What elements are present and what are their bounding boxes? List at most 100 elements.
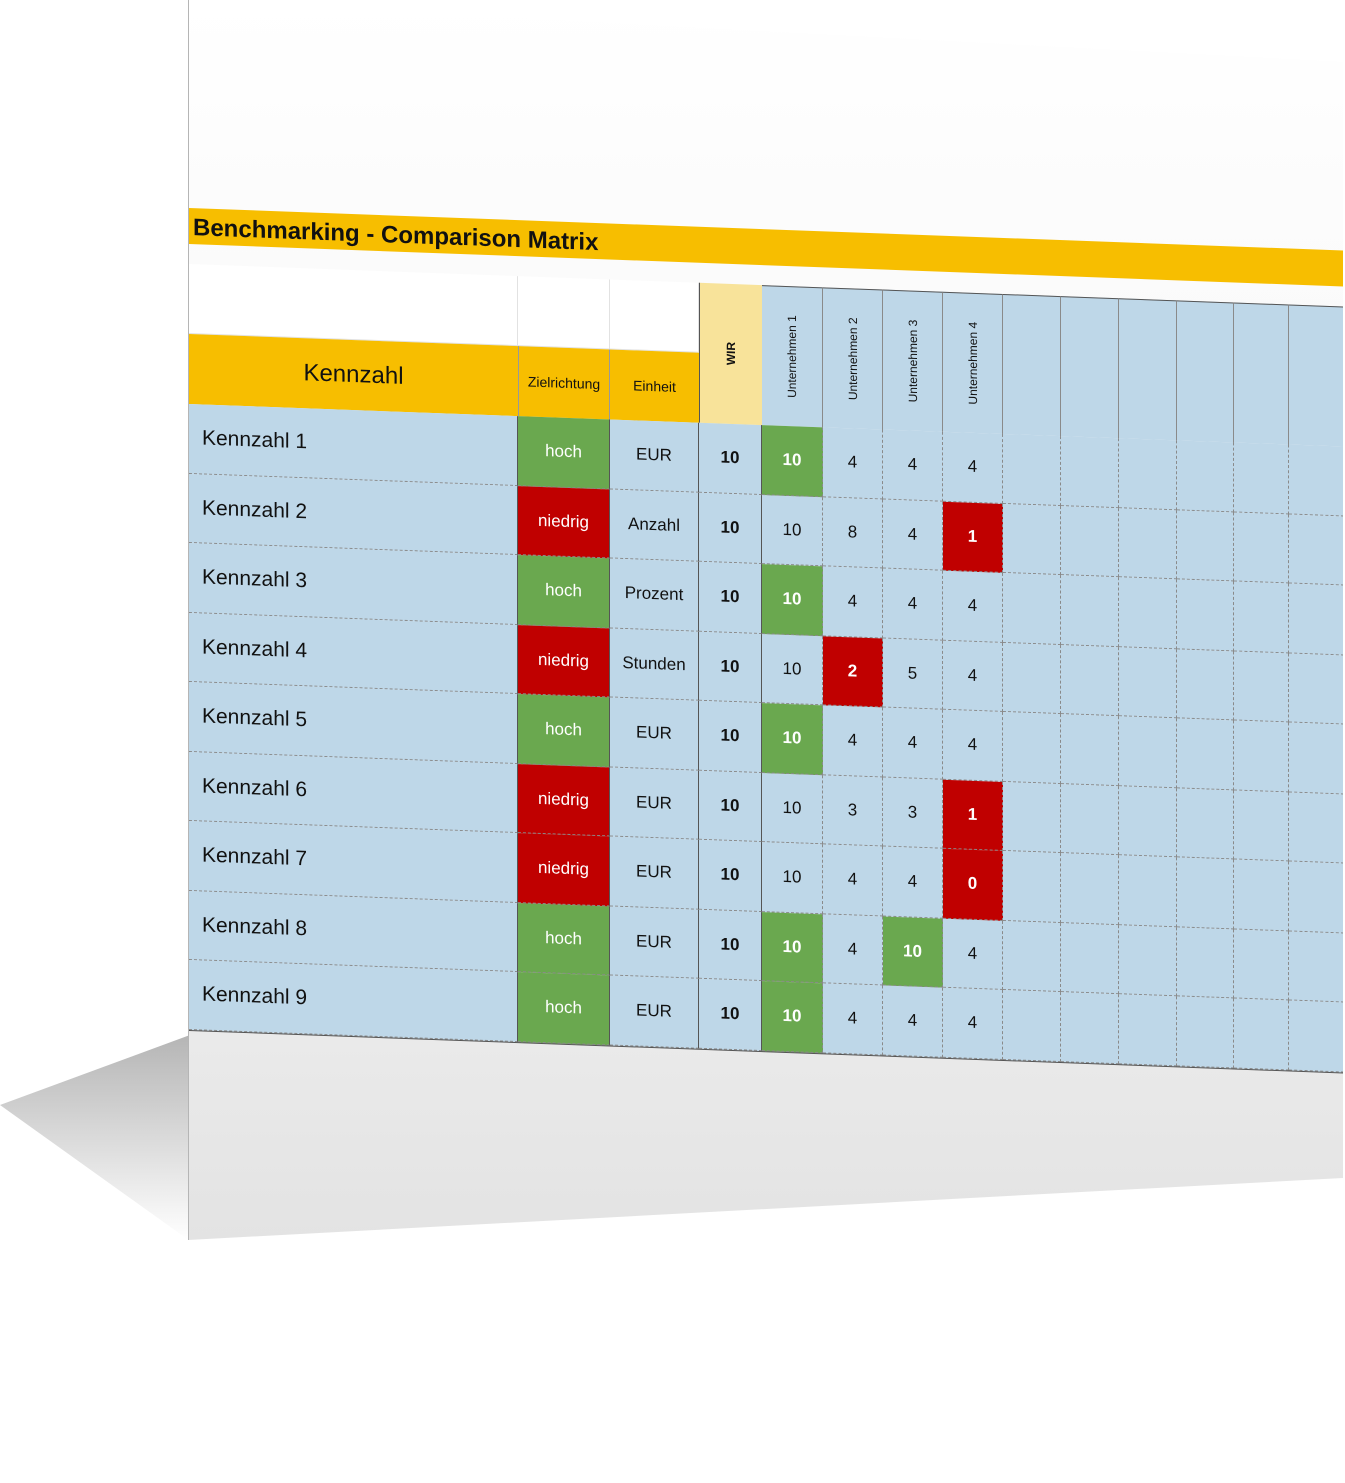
row-wir-value[interactable]: 10 bbox=[699, 422, 762, 495]
row-company-value[interactable]: 4 bbox=[823, 913, 883, 986]
row-empty-cell[interactable] bbox=[1061, 992, 1119, 1064]
row-kennzahl-name[interactable]: Kennzahl 8 bbox=[189, 890, 518, 973]
row-zielrichtung[interactable]: niedrig bbox=[518, 833, 610, 906]
row-kennzahl-name[interactable]: Kennzahl 7 bbox=[189, 821, 518, 903]
row-company-value[interactable]: 4 bbox=[883, 568, 943, 641]
row-wir-value[interactable]: 10 bbox=[699, 561, 762, 634]
row-empty-cell[interactable] bbox=[1003, 433, 1061, 506]
row-company-value[interactable]: 10 bbox=[762, 772, 823, 845]
row-empty-cell[interactable] bbox=[1289, 1000, 1343, 1073]
row-einheit[interactable]: EUR bbox=[610, 905, 699, 979]
row-company-value[interactable]: 1 bbox=[943, 501, 1003, 573]
row-empty-cell[interactable] bbox=[1003, 781, 1061, 854]
row-empty-cell[interactable] bbox=[1177, 718, 1234, 790]
row-empty-cell[interactable] bbox=[1119, 646, 1177, 719]
row-company-value[interactable]: 4 bbox=[823, 844, 883, 917]
row-empty-cell[interactable] bbox=[1119, 855, 1177, 927]
row-empty-cell[interactable] bbox=[1061, 714, 1119, 786]
row-company-value[interactable]: 10 bbox=[762, 425, 823, 497]
row-company-value[interactable]: 3 bbox=[883, 777, 943, 849]
row-company-value[interactable]: 1 bbox=[943, 779, 1003, 851]
row-company-value[interactable]: 10 bbox=[762, 633, 823, 706]
row-wir-value[interactable]: 10 bbox=[699, 700, 762, 773]
row-empty-cell[interactable] bbox=[1119, 716, 1177, 788]
row-empty-cell[interactable] bbox=[1289, 652, 1343, 725]
row-empty-cell[interactable] bbox=[1177, 579, 1234, 651]
row-empty-cell[interactable] bbox=[1003, 503, 1061, 576]
row-company-value[interactable]: 3 bbox=[823, 774, 883, 847]
row-kennzahl-name[interactable]: Kennzahl 2 bbox=[189, 473, 518, 556]
row-einheit[interactable]: EUR bbox=[610, 419, 699, 493]
row-company-value[interactable]: 5 bbox=[883, 638, 943, 710]
row-zielrichtung[interactable]: niedrig bbox=[518, 763, 610, 837]
row-empty-cell[interactable] bbox=[1289, 930, 1343, 1003]
row-empty-cell[interactable] bbox=[1177, 857, 1234, 929]
row-zielrichtung[interactable]: niedrig bbox=[518, 485, 610, 559]
row-empty-cell[interactable] bbox=[1003, 989, 1061, 1062]
row-wir-value[interactable]: 10 bbox=[699, 770, 762, 843]
row-empty-cell[interactable] bbox=[1234, 650, 1289, 723]
row-kennzahl-name[interactable]: Kennzahl 1 bbox=[189, 404, 518, 486]
row-empty-cell[interactable] bbox=[1289, 722, 1343, 795]
row-company-value[interactable]: 8 bbox=[823, 496, 883, 569]
row-zielrichtung[interactable]: hoch bbox=[518, 972, 610, 1045]
row-kennzahl-name[interactable]: Kennzahl 4 bbox=[189, 612, 518, 695]
row-company-value[interactable]: 10 bbox=[762, 564, 823, 636]
row-kennzahl-name[interactable]: Kennzahl 3 bbox=[189, 543, 518, 625]
row-empty-cell[interactable] bbox=[1061, 575, 1119, 647]
row-empty-cell[interactable] bbox=[1177, 787, 1234, 860]
row-company-value[interactable]: 10 bbox=[762, 911, 823, 984]
row-wir-value[interactable]: 10 bbox=[699, 839, 762, 912]
row-empty-cell[interactable] bbox=[1234, 442, 1289, 514]
row-einheit[interactable]: EUR bbox=[610, 766, 699, 840]
row-empty-cell[interactable] bbox=[1061, 922, 1119, 995]
row-empty-cell[interactable] bbox=[1289, 791, 1343, 864]
row-company-value[interactable]: 4 bbox=[883, 846, 943, 919]
row-empty-cell[interactable] bbox=[1234, 928, 1289, 1001]
row-zielrichtung[interactable]: niedrig bbox=[518, 624, 610, 698]
row-company-value[interactable]: 0 bbox=[943, 848, 1003, 921]
row-empty-cell[interactable] bbox=[1119, 994, 1177, 1066]
row-company-value[interactable]: 4 bbox=[823, 983, 883, 1056]
row-empty-cell[interactable] bbox=[1289, 513, 1343, 586]
row-empty-cell[interactable] bbox=[1177, 648, 1234, 721]
row-company-value[interactable]: 2 bbox=[823, 635, 883, 708]
row-empty-cell[interactable] bbox=[1003, 572, 1061, 645]
row-company-value[interactable]: 4 bbox=[823, 427, 883, 500]
row-company-value[interactable]: 4 bbox=[943, 431, 1003, 504]
row-empty-cell[interactable] bbox=[1119, 438, 1177, 510]
row-empty-cell[interactable] bbox=[1061, 783, 1119, 856]
row-empty-cell[interactable] bbox=[1234, 720, 1289, 792]
row-empty-cell[interactable] bbox=[1234, 998, 1289, 1070]
row-company-value[interactable]: 10 bbox=[762, 842, 823, 914]
row-einheit[interactable]: Stunden bbox=[610, 627, 699, 701]
row-company-value[interactable]: 4 bbox=[883, 707, 943, 780]
row-zielrichtung[interactable]: hoch bbox=[518, 416, 610, 489]
row-empty-cell[interactable] bbox=[1003, 850, 1061, 923]
row-empty-cell[interactable] bbox=[1234, 581, 1289, 653]
row-empty-cell[interactable] bbox=[1061, 644, 1119, 717]
row-einheit[interactable]: Anzahl bbox=[610, 488, 699, 562]
row-empty-cell[interactable] bbox=[1234, 789, 1289, 862]
row-wir-value[interactable]: 10 bbox=[699, 978, 762, 1051]
row-wir-value[interactable]: 10 bbox=[699, 909, 762, 982]
row-company-value[interactable]: 4 bbox=[943, 570, 1003, 643]
row-empty-cell[interactable] bbox=[1289, 444, 1343, 517]
row-empty-cell[interactable] bbox=[1177, 440, 1234, 512]
row-empty-cell[interactable] bbox=[1119, 924, 1177, 997]
row-company-value[interactable]: 4 bbox=[823, 566, 883, 639]
row-kennzahl-name[interactable]: Kennzahl 9 bbox=[189, 960, 518, 1042]
row-empty-cell[interactable] bbox=[1061, 505, 1119, 578]
row-empty-cell[interactable] bbox=[1177, 926, 1234, 999]
row-company-value[interactable]: 10 bbox=[762, 981, 823, 1053]
row-kennzahl-name[interactable]: Kennzahl 6 bbox=[189, 751, 518, 834]
row-empty-cell[interactable] bbox=[1234, 511, 1289, 584]
row-company-value[interactable]: 4 bbox=[943, 918, 1003, 990]
row-einheit[interactable]: EUR bbox=[610, 836, 699, 910]
row-company-value[interactable]: 10 bbox=[762, 703, 823, 775]
row-zielrichtung[interactable]: hoch bbox=[518, 555, 610, 628]
row-company-value[interactable]: 4 bbox=[883, 985, 943, 1058]
row-zielrichtung[interactable]: hoch bbox=[518, 694, 610, 767]
row-zielrichtung[interactable]: hoch bbox=[518, 902, 610, 976]
row-empty-cell[interactable] bbox=[1061, 436, 1119, 508]
